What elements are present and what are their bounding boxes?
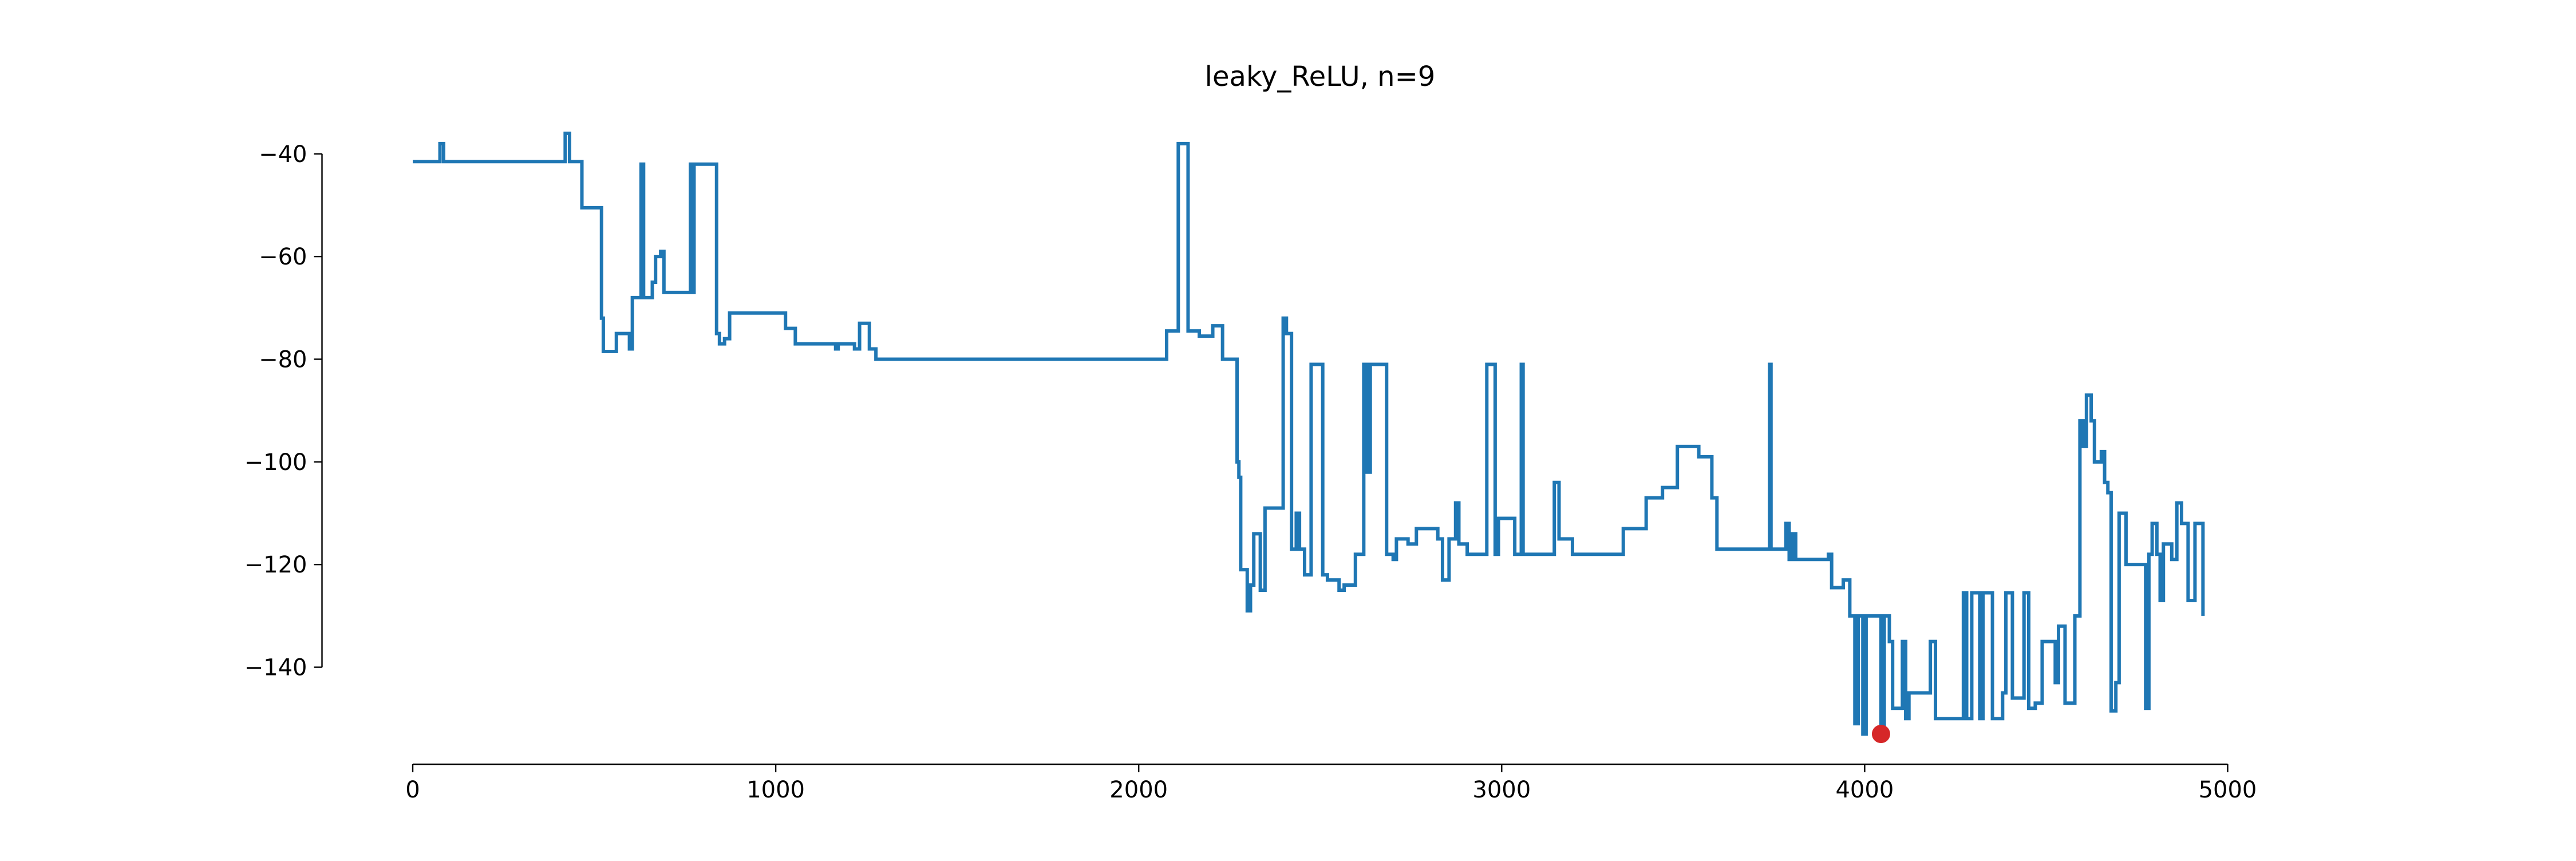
x-tick-label: 4000 xyxy=(1835,777,1894,803)
x-tick-label: 1000 xyxy=(746,777,805,803)
x-tick-label: 5000 xyxy=(2199,777,2257,803)
y-tick-label: −80 xyxy=(259,346,307,373)
y-tick-label: −100 xyxy=(244,449,307,476)
x-tick-label: 0 xyxy=(405,777,420,803)
x-tick-label: 2000 xyxy=(1109,777,1168,803)
x-tick-label: 3000 xyxy=(1472,777,1531,803)
chart-title: leaky_ReLU, n=9 xyxy=(1205,61,1436,93)
y-tick-label: −60 xyxy=(259,244,307,270)
min-marker xyxy=(1871,725,1890,744)
data-line xyxy=(413,131,2205,736)
y-tick-label: −120 xyxy=(244,552,307,578)
y-tick-label: −40 xyxy=(259,141,307,168)
y-tick-label: −140 xyxy=(244,655,307,681)
